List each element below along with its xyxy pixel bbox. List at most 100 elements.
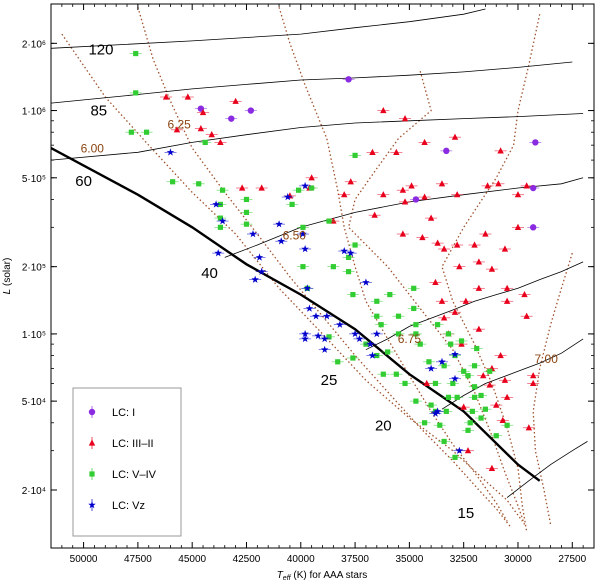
data-point-circle	[532, 139, 539, 146]
data-point-triangle	[482, 230, 489, 237]
mass-label: 60	[75, 173, 92, 190]
data-point-star	[438, 357, 446, 365]
y-tick-label: 1·10⁵	[22, 330, 46, 341]
data-point-square	[217, 224, 224, 230]
data-point-square	[413, 322, 419, 328]
y-tick-label: 5·10⁵	[22, 174, 46, 185]
data-point-square	[385, 349, 391, 355]
data-point-square	[482, 406, 488, 412]
data-point-square	[300, 264, 306, 270]
data-point-star	[301, 181, 309, 190]
data-point-triangle	[369, 148, 376, 155]
data-point-triangle	[421, 138, 428, 146]
data-point-square	[219, 187, 226, 193]
data-point-star	[351, 329, 359, 338]
legend-label: LC: I	[112, 407, 135, 419]
age-label: 6.75	[398, 332, 422, 346]
data-point-star	[336, 320, 344, 328]
data-point-triangle	[408, 182, 415, 189]
data-point-square	[387, 291, 393, 298]
curve-label-layer: 120 85 60 40 25 20 15 6.25 6.00 6.50 6.75 7.00	[75, 42, 558, 522]
data-point-circle	[529, 224, 537, 231]
data-point-square	[374, 313, 380, 319]
data-point-triangle	[380, 191, 387, 198]
data-point-square	[471, 363, 478, 369]
data-point-triangle	[501, 376, 509, 383]
x-tick-label: 40000	[287, 554, 315, 565]
data-point-star	[433, 407, 442, 415]
data-point-square	[413, 331, 419, 337]
data-point-circle	[345, 76, 352, 83]
data-point-star	[455, 446, 464, 454]
data-point-square	[196, 181, 202, 187]
track-120	[51, 8, 486, 49]
data-point-square	[487, 368, 493, 374]
data-point-triangle	[453, 191, 461, 198]
data-point-triangle	[486, 381, 493, 388]
data-point-star	[320, 345, 329, 353]
data-point-triangle	[199, 108, 207, 116]
data-point-triangle	[258, 184, 265, 191]
legend-label: LC: Vz	[112, 500, 145, 512]
data-point-star	[427, 364, 435, 372]
data-point-circle	[412, 196, 420, 203]
data-point-square	[345, 269, 352, 275]
age-label: 6.25	[167, 118, 191, 132]
isochrone-line	[532, 252, 573, 525]
data-point-square	[393, 371, 399, 377]
data-point-triangle	[462, 297, 470, 304]
y-tick-label: 2·10⁴	[22, 486, 46, 497]
data-point-square	[345, 254, 352, 261]
legend-entries: LC: I LC: III–II LC: V–IV LC: Vz	[88, 406, 157, 512]
data-point-square	[435, 322, 441, 328]
y-axis-title-main: L	[2, 289, 13, 295]
y-tick-label: 5·10⁴	[22, 397, 46, 408]
data-point-triangle	[421, 193, 428, 200]
data-point-star	[451, 374, 459, 382]
track-15	[506, 441, 588, 498]
data-point-triangle	[484, 182, 491, 189]
data-point-triangle	[341, 191, 348, 198]
data-point-square	[380, 371, 386, 377]
data-point-triangle	[173, 126, 181, 133]
data-point-triangle	[393, 148, 400, 155]
data-point-triangle	[471, 241, 478, 248]
data-point-square	[441, 363, 447, 369]
data-point-triangle	[464, 447, 472, 454]
x-tick-label: 42500	[233, 554, 261, 565]
data-point-triangle	[438, 180, 446, 187]
data-point-star	[257, 267, 266, 275]
data-point-triangle	[521, 290, 528, 298]
zams-layer	[51, 146, 541, 482]
data-point-triangle	[451, 308, 459, 315]
data-point-triangle	[503, 297, 511, 304]
data-point-triangle	[475, 258, 483, 265]
data-point-square	[350, 355, 356, 361]
data-point-square	[469, 408, 475, 414]
track-60	[51, 113, 584, 161]
data-point-star	[312, 312, 320, 320]
isochrone-line	[347, 71, 526, 525]
data-point-triangle	[499, 416, 506, 423]
mass-label: 20	[375, 417, 392, 434]
legend: LC: I LC: III–II LC: V–IV LC: Vz	[72, 387, 182, 537]
data-point-triangle	[458, 340, 465, 347]
data-point-square	[465, 427, 471, 433]
track-85	[51, 61, 573, 104]
data-point-triangle	[456, 263, 463, 270]
legend-marker-circle	[88, 408, 96, 416]
data-point-triangle	[217, 138, 224, 146]
data-point-triangle	[371, 211, 378, 218]
data-point-triangle	[501, 245, 509, 252]
data-point-circle	[228, 115, 235, 122]
data-point-star	[214, 249, 222, 257]
data-point-star	[301, 245, 309, 253]
x-tick-label: 27500	[558, 554, 586, 565]
data-point-square	[417, 341, 423, 347]
data-point-triangle	[419, 233, 426, 241]
data-point-square	[143, 129, 150, 135]
data-point-square	[378, 322, 384, 328]
data-point-triangle	[529, 372, 537, 379]
data-point-triangle	[514, 191, 522, 198]
